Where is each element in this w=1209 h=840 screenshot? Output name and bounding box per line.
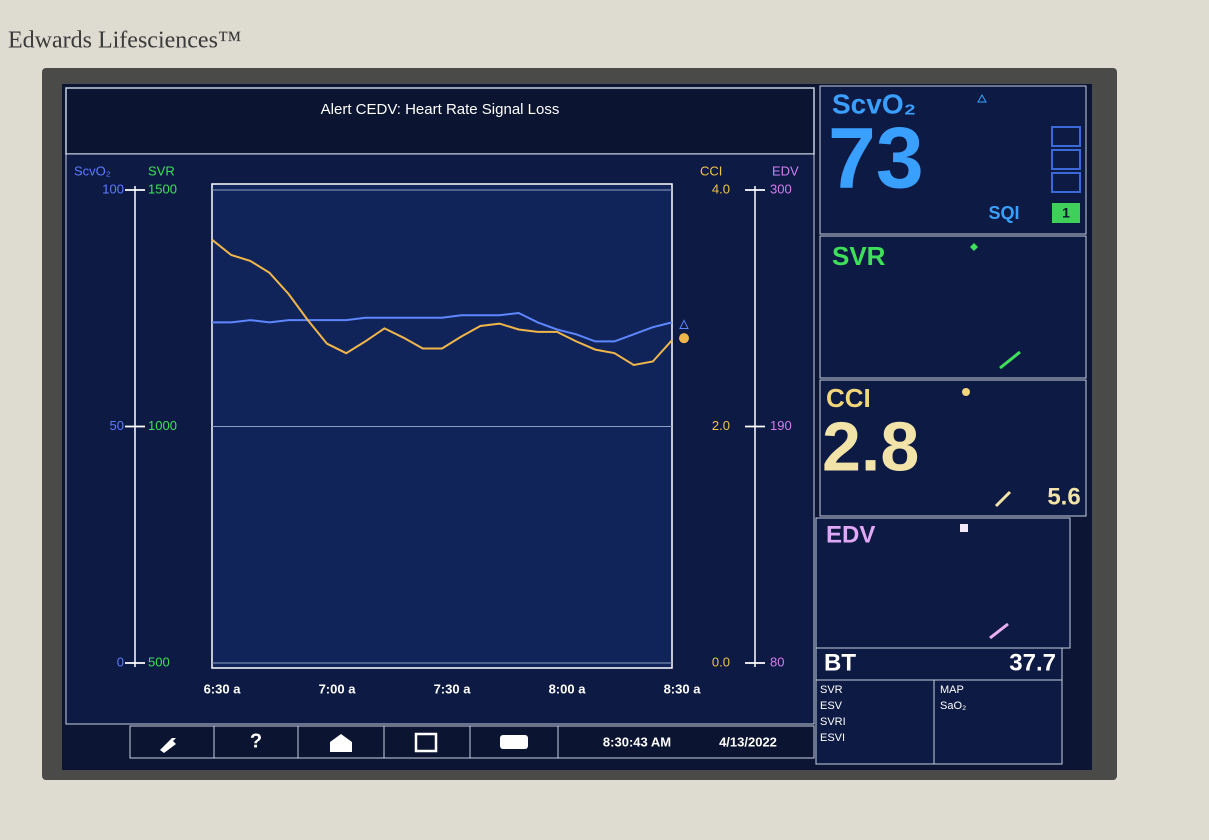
cci-value: 2.8 [822, 407, 919, 485]
y-tick-label: 1000 [148, 418, 177, 433]
parameter-panels: ScvO₂ 73 SQI 1 SVR CCI 2.8 5.6 EDV BT 37… [816, 86, 1086, 764]
axis-title: ScvO₂ [74, 163, 111, 178]
y-tick-label: 0 [117, 654, 124, 669]
y-tick-label: 4.0 [712, 181, 730, 196]
alert-bar [66, 88, 814, 154]
list-item: SVRI [820, 716, 846, 728]
list-panel[interactable] [816, 680, 1062, 764]
status-bar: ? 8:30:43 AM 4/13/2022 [130, 726, 814, 758]
list-item: SaO₂ [940, 700, 966, 712]
y-tick-label: 100 [102, 181, 124, 196]
brand: Edwards Lifesciences™ [8, 28, 241, 54]
y-tick-label: 50 [110, 418, 124, 433]
x-tick-label: 7:30 a [434, 681, 472, 696]
list-item: ESVI [820, 732, 845, 744]
y-tick-label: 300 [770, 181, 792, 196]
scvo2-value: 73 [828, 111, 924, 207]
x-tick-label: 7:00 a [319, 681, 357, 696]
status-time: 8:30:43 AM [603, 734, 671, 749]
list-item: MAP [940, 684, 964, 696]
y-tick-label: 80 [770, 654, 784, 669]
axis-title: EDV [772, 163, 799, 178]
x-tick-label: 6:30 a [204, 681, 242, 696]
bt-label: BT [824, 649, 856, 676]
list-item: SVR [820, 684, 843, 696]
sqi-value: 1 [1062, 205, 1070, 221]
axis-title: SVR [148, 163, 175, 178]
y-tick-label: 500 [148, 654, 170, 669]
alert-text: Alert CEDV: Heart Rate Signal Loss [321, 101, 560, 118]
axis-title: CCI [700, 163, 722, 178]
x-tick-label: 8:00 a [549, 681, 587, 696]
print-icon [500, 735, 528, 749]
y-tick-label: 2.0 [712, 418, 730, 433]
help-icon: ? [250, 730, 262, 752]
status-frame [130, 726, 814, 758]
monitor: Edwards Lifesciences™ Alert CEDV: Heart … [0, 0, 1209, 840]
end-marker [679, 333, 689, 343]
edv-marker [960, 524, 968, 532]
y-tick-label: 1500 [148, 181, 177, 196]
svr-label: SVR [832, 241, 886, 271]
cci-marker [962, 388, 970, 396]
y-tick-label: 190 [770, 418, 792, 433]
bt-value: 37.7 [1009, 649, 1056, 676]
y-tick-label: 0.0 [712, 654, 730, 669]
status-date: 4/13/2022 [719, 734, 777, 749]
cci-secondary: 5.6 [1047, 483, 1080, 510]
sqi-label: SQI [988, 203, 1019, 223]
list-item: ESV [820, 700, 843, 712]
edv-label: EDV [826, 521, 875, 548]
x-tick-label: 8:30 a [664, 681, 702, 696]
